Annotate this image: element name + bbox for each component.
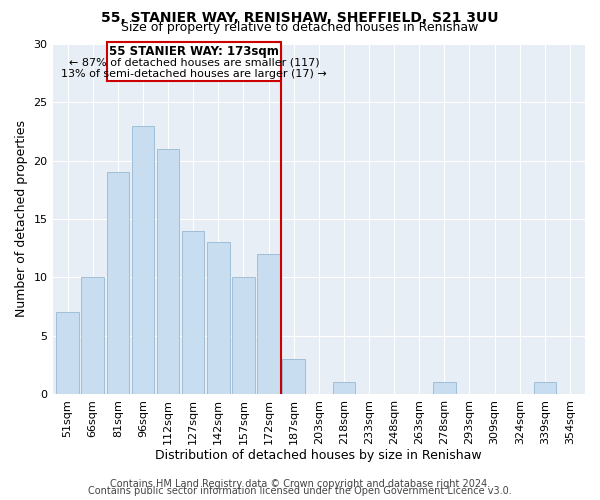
Bar	[433, 382, 455, 394]
Bar	[533, 382, 556, 394]
Text: Contains public sector information licensed under the Open Government Licence v3: Contains public sector information licen…	[88, 486, 512, 496]
Text: Contains HM Land Registry data © Crown copyright and database right 2024.: Contains HM Land Registry data © Crown c…	[110, 479, 490, 489]
Text: ← 87% of detached houses are smaller (117): ← 87% of detached houses are smaller (11…	[68, 58, 319, 68]
Text: Size of property relative to detached houses in Renishaw: Size of property relative to detached ho…	[121, 22, 479, 35]
Bar	[283, 359, 305, 394]
Text: 55, STANIER WAY, RENISHAW, SHEFFIELD, S21 3UU: 55, STANIER WAY, RENISHAW, SHEFFIELD, S2…	[101, 11, 499, 25]
Bar	[82, 278, 104, 394]
Bar	[182, 230, 205, 394]
Text: 13% of semi-detached houses are larger (17) →: 13% of semi-detached houses are larger (…	[61, 69, 326, 79]
Bar	[56, 312, 79, 394]
Bar	[332, 382, 355, 394]
Bar	[107, 172, 129, 394]
Bar	[131, 126, 154, 394]
Text: 55 STANIER WAY: 173sqm: 55 STANIER WAY: 173sqm	[109, 45, 279, 58]
FancyBboxPatch shape	[107, 42, 281, 82]
Bar	[157, 149, 179, 394]
Y-axis label: Number of detached properties: Number of detached properties	[15, 120, 28, 318]
Bar	[207, 242, 230, 394]
Bar	[257, 254, 280, 394]
X-axis label: Distribution of detached houses by size in Renishaw: Distribution of detached houses by size …	[155, 450, 482, 462]
Bar	[232, 278, 255, 394]
